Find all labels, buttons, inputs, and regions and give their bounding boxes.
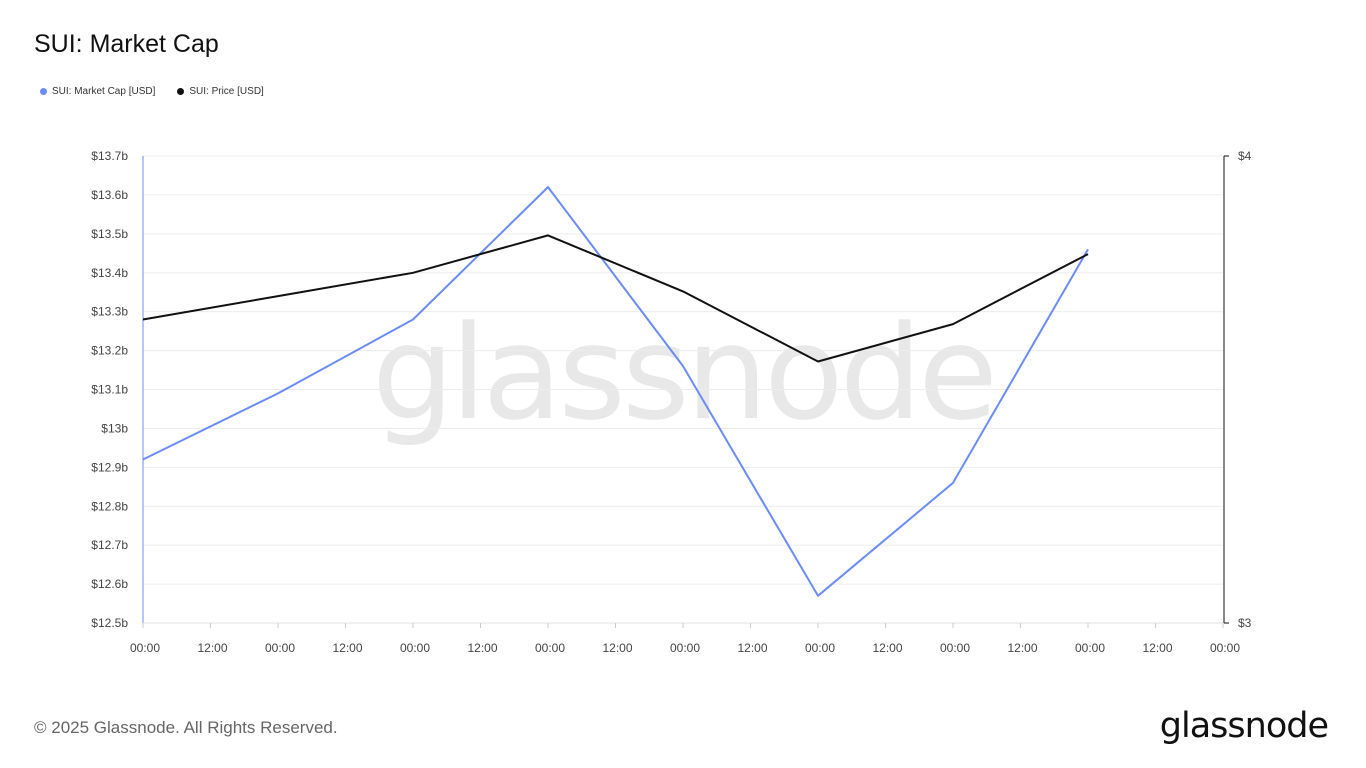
x-axis-tick-label: 12:00 [872, 641, 902, 655]
x-axis-tick-label: 00:00 [535, 641, 565, 655]
x-axis-tick-label: 00:00 [1210, 641, 1240, 655]
x-axis-tick-label: 12:00 [1142, 641, 1172, 655]
left-axis-tick-label: $12.8b [91, 499, 128, 513]
legend-item-price[interactable]: SUI: Price [USD] [177, 86, 264, 97]
legend-item-market-cap[interactable]: SUI: Market Cap [USD] [40, 86, 155, 97]
left-axis-tick-label: $12.6b [91, 577, 128, 591]
x-axis-tick-label: 12:00 [197, 641, 227, 655]
left-axis-tick-label: $13b [101, 421, 128, 435]
x-axis-tick-label: 12:00 [602, 641, 632, 655]
x-axis-tick-label: 12:00 [467, 641, 497, 655]
x-axis-tick-label: 00:00 [130, 641, 160, 655]
legend-label-price: SUI: Price [USD] [189, 86, 264, 97]
right-axis-tick-label: $4 [1238, 149, 1252, 163]
legend: SUI: Market Cap [USD] SUI: Price [USD] [40, 86, 264, 97]
watermark-logo: glassnode [372, 297, 994, 449]
left-axis-tick-label: $13.1b [91, 383, 128, 397]
right-axis-tick-label: $3 [1238, 616, 1252, 630]
left-axis-tick-label: $12.5b [91, 616, 128, 630]
left-axis-tick-label: $13.6b [91, 188, 128, 202]
x-axis-tick-label: 00:00 [940, 641, 970, 655]
left-axis-tick-label: $13.5b [91, 227, 128, 241]
left-axis-tick-label: $13.3b [91, 305, 128, 319]
x-axis-tick-label: 12:00 [1007, 641, 1037, 655]
series-lines [142, 186, 1089, 597]
x-axis-tick-label: 00:00 [400, 641, 430, 655]
grid-lines [143, 155, 1223, 624]
x-axis-tick-label: 00:00 [265, 641, 295, 655]
chart-title: SUI: Market Cap [34, 30, 219, 58]
market-cap-line [142, 186, 1089, 597]
price-line [142, 234, 1089, 363]
left-axis-tick-label: $13.2b [91, 344, 128, 358]
left-axis-tick-label: $12.7b [91, 538, 128, 552]
x-axis-tick-label: 00:00 [805, 641, 835, 655]
x-axis-tick-label: 12:00 [332, 641, 362, 655]
x-axis-tick-label: 00:00 [1075, 641, 1105, 655]
axes: $13.7b $13.6b $13.5b $13.4b $13.3b $13.2b $13.… [91, 149, 1251, 655]
x-axis-tick-label: 12:00 [737, 641, 767, 655]
legend-marker-price [177, 88, 185, 95]
copyright-text: © 2025 Glassnode. All Rights Reserved. [34, 718, 338, 737]
left-axis-tick-label: $12.9b [91, 460, 128, 474]
x-axis-tick-label: 00:00 [670, 641, 700, 655]
left-axis-tick-label: $13.4b [91, 266, 128, 280]
legend-marker-market-cap [40, 88, 47, 95]
legend-label-market-cap: SUI: Market Cap [USD] [52, 86, 156, 97]
left-axis-tick-label: $13.7b [91, 149, 128, 163]
glassnode-logo[interactable]: glassnode [1159, 706, 1329, 746]
